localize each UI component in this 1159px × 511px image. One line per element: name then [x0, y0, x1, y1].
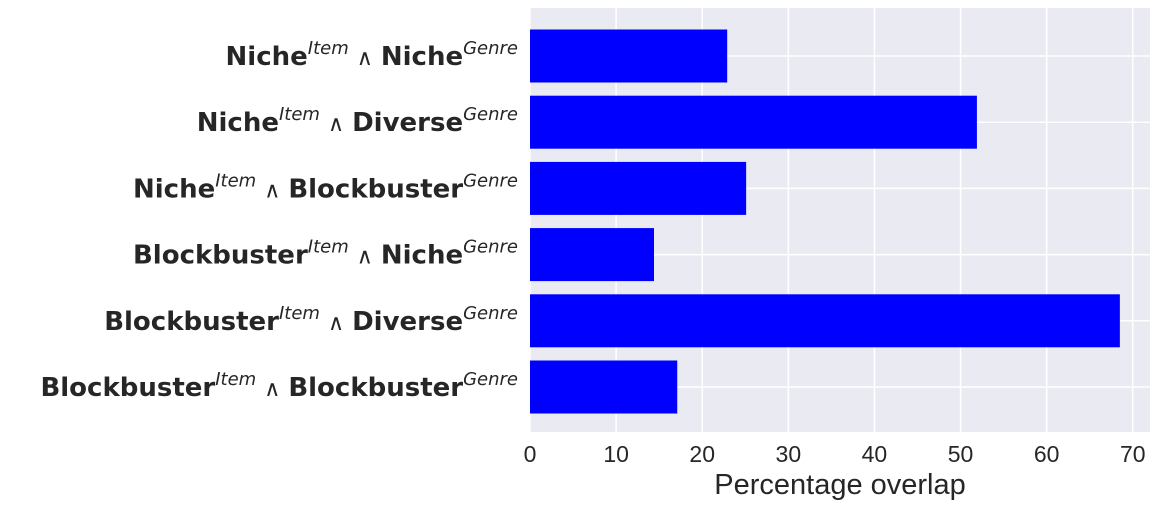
category-genre-sup: Genre — [463, 104, 518, 125]
x-tick-label: 20 — [689, 441, 715, 467]
category-item-sup: Item — [215, 170, 256, 191]
category-item-sup: Item — [308, 38, 349, 59]
bar — [530, 29, 728, 83]
y-tick-label: NicheItem ∧ DiverseGenre — [197, 104, 518, 138]
category-item-sup: Item — [308, 237, 349, 258]
category-operator: ∧ — [328, 311, 344, 336]
category-item: Blockbuster — [104, 307, 279, 337]
category-genre-sup: Genre — [463, 303, 518, 324]
y-tick-label: NicheItem ∧ BlockbusterGenre — [133, 170, 518, 204]
category-genre: Diverse — [352, 108, 463, 138]
x-tick-label: 0 — [524, 441, 537, 467]
category-genre-sup: Genre — [463, 237, 518, 258]
category-item-sup: Item — [279, 303, 320, 324]
category-item-sup: Item — [279, 104, 320, 125]
x-tick-label: 30 — [776, 441, 802, 467]
category-operator: ∧ — [328, 112, 344, 137]
category-item: Blockbuster — [133, 241, 308, 271]
x-tick-label: 60 — [1034, 441, 1060, 467]
category-operator: ∧ — [264, 178, 280, 203]
category-genre-sup: Genre — [463, 369, 518, 390]
y-tick-label: BlockbusterItem ∧ DiverseGenre — [104, 303, 518, 337]
category-genre: Diverse — [352, 307, 463, 337]
category-operator: ∧ — [357, 245, 373, 270]
bar — [530, 95, 977, 149]
category-genre-sup: Genre — [463, 170, 518, 191]
category-operator: ∧ — [264, 377, 280, 402]
category-genre: Blockbuster — [288, 373, 463, 403]
category-item-sup: Item — [215, 369, 256, 390]
y-tick-label: NicheItem ∧ NicheGenre — [226, 38, 518, 72]
category-item: Niche — [226, 42, 308, 72]
bars — [530, 29, 1120, 414]
bar — [530, 161, 747, 215]
x-tick-label: 50 — [948, 441, 974, 467]
category-genre: Niche — [381, 241, 463, 271]
bar — [530, 294, 1120, 348]
y-tick-label: BlockbusterItem ∧ NicheGenre — [133, 237, 518, 271]
x-tick-label: 10 — [603, 441, 629, 467]
category-operator: ∧ — [357, 46, 373, 71]
y-tick-label: BlockbusterItem ∧ BlockbusterGenre — [40, 369, 518, 403]
category-genre: Blockbuster — [288, 174, 463, 204]
category-genre: Niche — [381, 42, 463, 72]
category-item: Niche — [197, 108, 279, 138]
x-tick-label: 40 — [862, 441, 888, 467]
category-item: Blockbuster — [40, 373, 215, 403]
bar — [530, 228, 654, 282]
x-axis-label: Percentage overlap — [714, 469, 966, 501]
category-genre-sup: Genre — [463, 38, 518, 59]
category-item: Niche — [133, 174, 215, 204]
x-tick-label: 70 — [1120, 441, 1146, 467]
bar — [530, 360, 678, 414]
